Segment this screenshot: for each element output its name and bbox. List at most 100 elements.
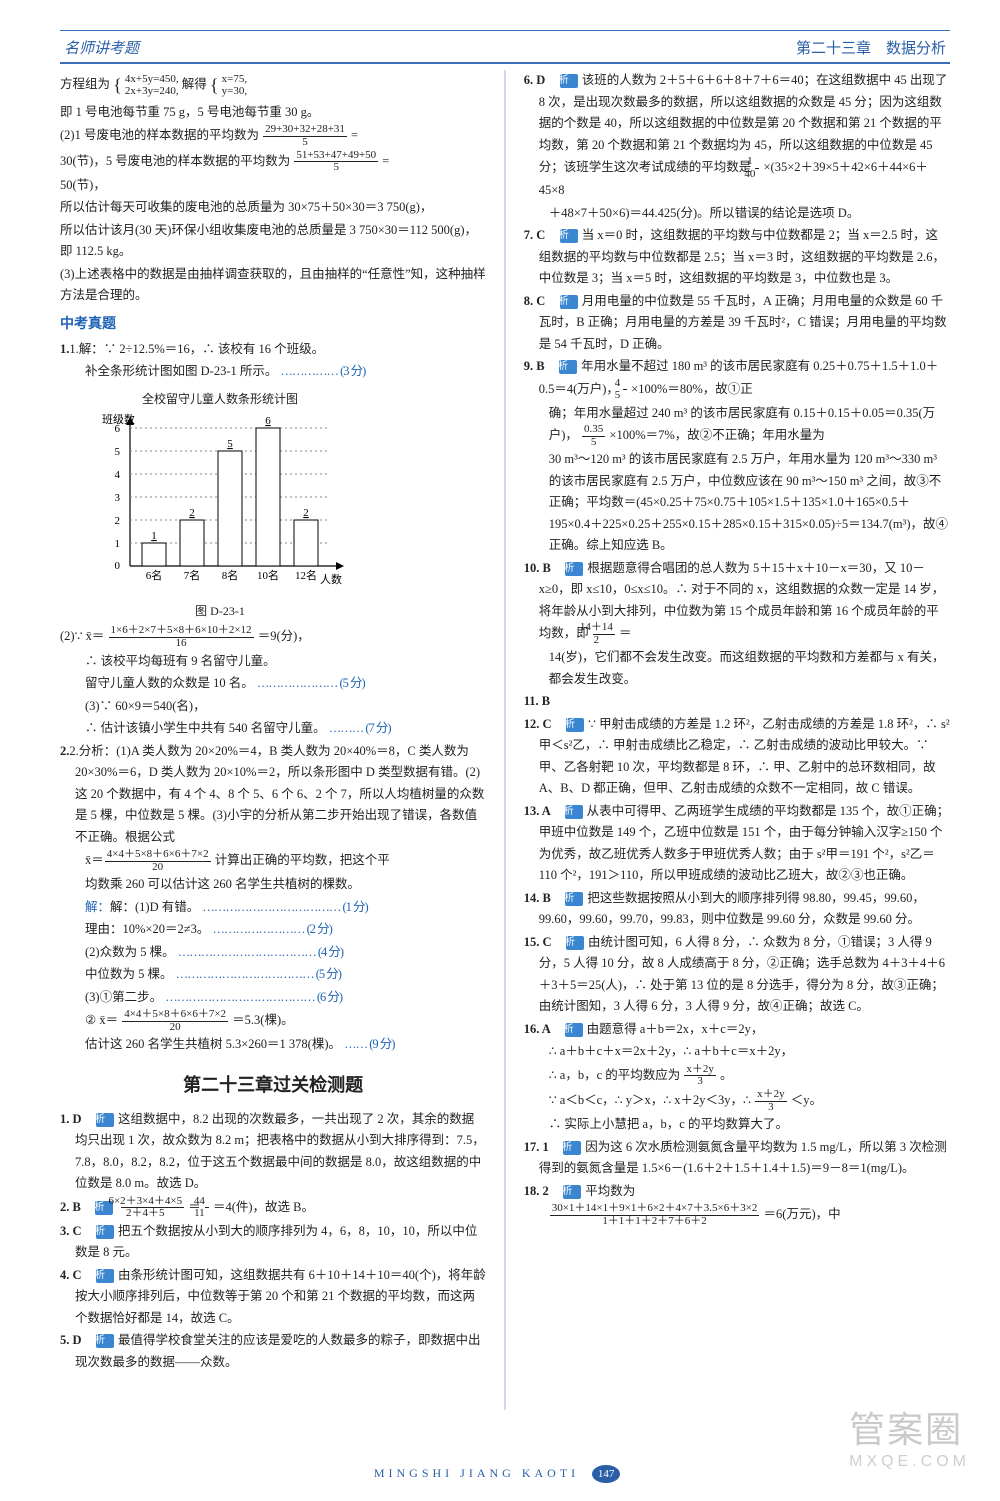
frac-d: 2	[593, 635, 615, 647]
jiexi-tag: 解析	[96, 1269, 114, 1283]
text: 50(节)，	[60, 175, 486, 197]
text: ∴ 该校平均每班有 9 名留守儿童。	[60, 651, 486, 673]
text: ∴ 估计该镇小学生中共有 540 名留守儿童。	[85, 721, 326, 735]
text: 最值得学校食堂关注的应该是爱吃的人数最多的粽子，即数据中出现次数最多的数据——众…	[75, 1333, 481, 1369]
svg-text:4: 4	[115, 469, 121, 481]
svg-text:3: 3	[115, 492, 121, 504]
frac-d: 16	[109, 638, 254, 650]
answer: 11. B	[524, 694, 550, 708]
jiexi-tag: 解析	[566, 936, 584, 950]
svg-text:5: 5	[227, 438, 233, 450]
left-column: 方程组为 { 4x+5y=450, 2x+3y=240, 解得 { x=75, …	[60, 70, 486, 1410]
frac-n: 14＋14	[593, 622, 615, 635]
text: 30(节)，5 号废电池的样本数据的平均数为	[60, 153, 290, 167]
points: ……………………………… (1 分)	[202, 900, 367, 914]
text: ＝	[619, 626, 632, 640]
text: 因为这 6 次水质检测氨氮含量平均数为 1.5 mg/L，所以第 3 次检测得到…	[539, 1140, 947, 1176]
svg-text:0: 0	[115, 560, 121, 572]
frac-d: 20	[105, 862, 211, 874]
svg-text:6名: 6名	[146, 568, 163, 582]
text: ＋48×7＋50×6)＝44.425(分)。所以错误的结论是选项 D。	[524, 203, 950, 225]
frac-d: 3	[755, 1102, 787, 1114]
text: 即 1 号电池每节重 75 g，5 号电池每节重 30 g。	[60, 102, 486, 124]
watermark-main: 管案圈	[849, 1409, 963, 1450]
frac-d: 5	[294, 162, 378, 174]
frac-d: 20	[122, 1022, 228, 1034]
text: 方程组为	[60, 77, 110, 91]
text: 留守儿童人数的众数是 10 名。	[85, 676, 254, 690]
text: 所以估计每天可收集的废电池的总质量为 30×75＋50×30＝3 750(g)，	[60, 197, 486, 219]
text: ×100%＝80%，故①正	[631, 382, 753, 396]
text: (3)①第二步。	[85, 990, 162, 1004]
text: (3)上述表格中的数据是由抽样调查获取的，且由抽样的“任意性”知，这种抽样方法是…	[60, 264, 486, 307]
jiexi-tag: 解析	[560, 229, 578, 243]
frac-d: 2＋4＋5	[121, 1208, 184, 1220]
text: 该班的人数为 2＋5＋6＋6＋8＋7＋6＝40；在这组数据中 45 出现了 8 …	[539, 73, 948, 174]
text: =	[351, 128, 358, 142]
text: ∴ a＋b＋c＋x＝2x＋2y，∴ a＋b＋c＝x＋2y，	[524, 1041, 950, 1063]
eq: x=75,	[222, 73, 247, 85]
points: ……………………………… (5 分)	[176, 967, 341, 981]
jiexi-tag: 解析	[560, 295, 578, 309]
text: 从表中可得甲、乙两班学生成绩的平均数都是 135 个，故①正确；甲班中位数是 1…	[539, 804, 949, 883]
jiexi-tag: 解析	[565, 892, 583, 906]
jiexi-tag: 解析	[565, 1023, 583, 1037]
points: …… (9 分)	[344, 1037, 394, 1051]
text: ＜y。	[791, 1093, 822, 1107]
jiexi-tag: 解析	[565, 805, 583, 819]
chart-title: 全校留守儿童人数条形统计图	[90, 389, 350, 410]
eq: 4x+5y=450,	[125, 73, 179, 85]
bar-chart: 全校留守儿童人数条形统计图 0 1 2 3 4 5 6 班级数 人数 1 2	[90, 389, 486, 622]
frac-n: 4	[623, 378, 627, 391]
text: 当 x＝0 时，这组数据的平均数与中位数都是 2；当 x＝2.5 时，这组数据的…	[539, 228, 945, 285]
text: ∵ a＜b＜c，∴ y＞x，∴ x＋2y＜3y，∴	[549, 1093, 751, 1107]
page-header: 名师讲考题 第二十三章 数据分析	[60, 37, 950, 58]
right-column: 6. D 解析该班的人数为 2＋5＋6＋6＋8＋7＋6＝40；在这组数据中 45…	[524, 70, 950, 1410]
points: ……………………………… (4 分)	[178, 945, 343, 959]
frac-d: 5	[623, 390, 627, 402]
jiexi-tag: 解析	[565, 562, 583, 576]
svg-text:1: 1	[151, 530, 157, 542]
text: 估计这 260 名学生共植树 5.3×260＝1 378(棵)。	[85, 1037, 341, 1051]
points: ……… (7 分)	[329, 721, 391, 735]
jiexi-tag: 解析	[563, 1141, 581, 1155]
text: ② x̄＝	[85, 1013, 118, 1027]
points: ………………… (5 分)	[257, 676, 365, 690]
svg-text:8名: 8名	[222, 568, 239, 582]
page-number: 147	[592, 1465, 620, 1483]
svg-text:10名: 10名	[257, 568, 279, 582]
watermark: 管案圈 MXQE.COM	[849, 1401, 970, 1471]
column-divider	[504, 70, 505, 1410]
text: 计算出正确的平均数，把这个平	[215, 853, 390, 867]
frac-d: 40	[755, 169, 759, 181]
text: 2.分析：(1)A 类人数为 20×20%＝4，B 类人数为 20×40%＝8，…	[69, 744, 484, 844]
points: …………… (3 分)	[280, 364, 365, 378]
frac-n: 4×4＋5×8＋6×6＋7×2	[105, 849, 211, 862]
frac-n: 0.35	[582, 424, 605, 437]
jiexi-tag: 解析	[96, 1113, 114, 1127]
frac-n: 44	[205, 1196, 209, 1209]
jiexi-tag: 解析	[96, 1334, 114, 1348]
text: (2)∵ x̄＝	[60, 629, 104, 643]
header-left: 名师讲考题	[64, 37, 139, 58]
text: =	[382, 153, 389, 167]
text: 平均数为	[585, 1184, 635, 1198]
chart-svg: 0 1 2 3 4 5 6 班级数 人数 1 2 5 6 2 6名 7名 8名	[90, 411, 350, 591]
frac-d: 5	[263, 137, 347, 149]
label-jie: 解：	[85, 900, 110, 914]
frac-d: 5	[582, 437, 605, 449]
text: 把这些数据按照从小到大的顺序排列得 98.80，99.45，99.60，99.6…	[539, 891, 925, 927]
text: 理由：10%×20＝2≠3。	[85, 922, 209, 936]
text: 14(岁)，它们都不会发生改变。而这组数据的平均数和方差都与 x 有关，都会发生…	[524, 647, 950, 690]
svg-text:5: 5	[115, 446, 121, 458]
text: 由统计图可知，6 人得 8 分，∴ 众数为 8 分，①错误；3 人得 9 分，5…	[539, 935, 945, 1014]
svg-text:6: 6	[265, 415, 271, 427]
text: (3)∵ 60×9＝540(名)，	[60, 696, 486, 718]
text: 月用电量的中位数是 55 千瓦时，A 正确；月用电量的众数是 60 千瓦时，B …	[539, 294, 947, 351]
text: 解：(1)D 有错。	[110, 900, 199, 914]
footer-text: MINGSHI JIANG KAOTI	[374, 1466, 579, 1480]
text: 1.解：∵ 2÷12.5%＝16，∴ 该校有 16 个班级。	[69, 342, 324, 356]
frac-n: 4×4＋5×8＋6×6＋7×2	[122, 1009, 228, 1022]
text: (2)1 号废电池的样本数据的平均数为	[60, 128, 259, 142]
jiexi-tag: 解析	[559, 360, 577, 374]
